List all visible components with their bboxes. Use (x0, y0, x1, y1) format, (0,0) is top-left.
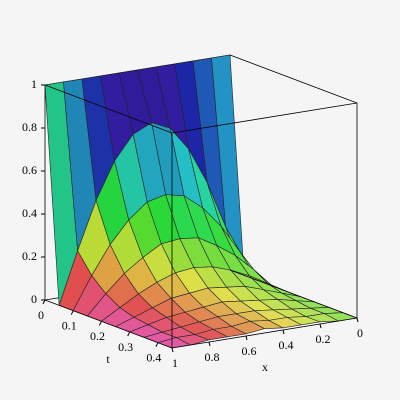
y-tick-label: 0.4 (146, 350, 161, 364)
z-tick-label: 0 (31, 292, 37, 306)
y-tick-label: 0.3 (118, 340, 133, 354)
y-tick (70, 310, 74, 315)
y-tick (98, 321, 102, 326)
z-tick-label: 0.2 (22, 249, 37, 263)
box-edge (229, 269, 358, 319)
box-edge (229, 54, 358, 104)
x-axis-label: x (262, 360, 268, 374)
x-tick-label: 0.4 (279, 338, 294, 352)
y-tick (155, 342, 159, 347)
z-tick-label: 0.4 (22, 206, 37, 220)
x-tick (319, 323, 322, 329)
x-tick-label: 1 (172, 356, 178, 370)
z-tick-label: 0.8 (22, 120, 37, 134)
y-tick (42, 299, 46, 305)
x-tick (282, 329, 285, 335)
x-tick-label: 0 (357, 326, 363, 340)
x-tick-label: 0.2 (316, 332, 331, 346)
y-tick-label: 0 (38, 308, 44, 322)
box-edge (44, 84, 173, 134)
y-tick-label: 0.1 (62, 318, 77, 332)
y-tick (127, 331, 131, 337)
box-front: 0 0.2 0.4 0.6 0.8 1 0 0.1 0.2 0.3 0.4 0 0.2 0.4 0.6 0.8… (22, 54, 363, 370)
surface (44, 54, 359, 349)
box-edge (171, 317, 358, 349)
x-tick-label: 0.6 (242, 344, 257, 358)
x-tick (245, 335, 248, 341)
x-tick (208, 341, 211, 347)
y-tick-label: 0.2 (90, 329, 105, 343)
z-tick-label: 0.6 (22, 163, 37, 177)
z-tick-label: 1 (31, 77, 37, 91)
x-tick (356, 317, 359, 323)
box-edge (171, 102, 358, 134)
x-tick (171, 347, 174, 353)
box-edge (44, 299, 173, 349)
x-tick-label: 0.8 (205, 350, 220, 364)
y-axis-label: t (106, 352, 110, 366)
